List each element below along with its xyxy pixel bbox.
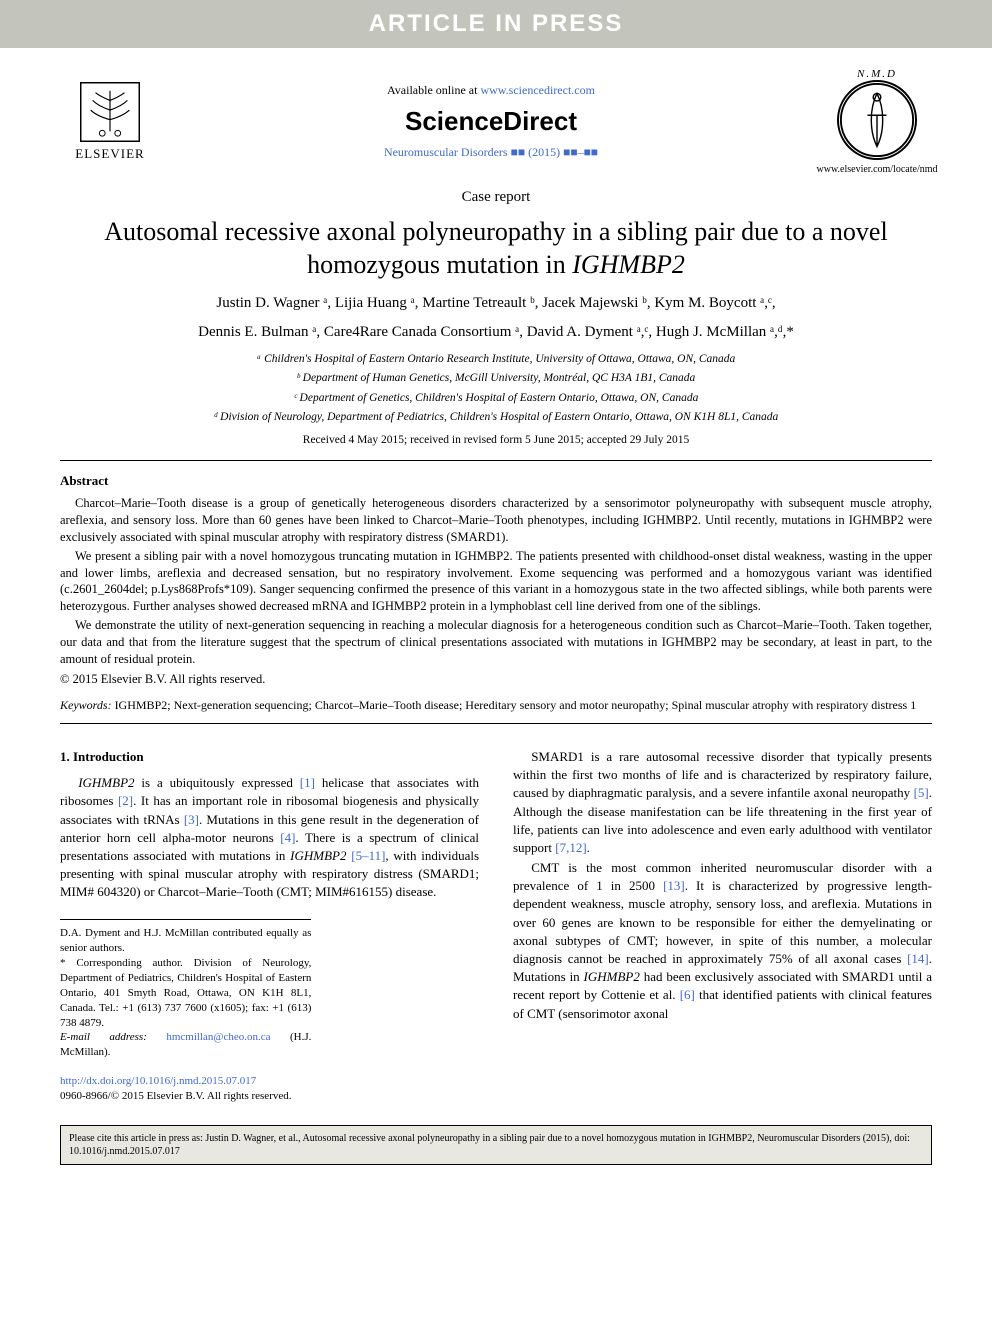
abstract-p3: We demonstrate the utility of next-gener… xyxy=(60,617,932,668)
abstract-body: Charcot–Marie–Tooth disease is a group o… xyxy=(60,495,932,668)
available-online: Available online at www.sciencedirect.co… xyxy=(160,83,822,98)
cite-5[interactable]: [5] xyxy=(914,785,929,800)
rule-bottom xyxy=(60,723,932,724)
elsevier-tree-icon xyxy=(80,82,140,142)
publisher-logo: ELSEVIER xyxy=(60,82,160,162)
sciencedirect-logo: ScienceDirect xyxy=(160,106,822,137)
cite-13[interactable]: [13] xyxy=(663,878,685,893)
cite-1[interactable]: [1] xyxy=(300,775,315,790)
article-title: Autosomal recessive axonal polyneuropath… xyxy=(90,216,902,281)
publisher-name: ELSEVIER xyxy=(75,146,144,162)
rule-top xyxy=(60,460,932,461)
affiliation-c: ᶜ Department of Genetics, Children's Hos… xyxy=(100,390,892,407)
intro-p1: IGHMBP2 is a ubiquitously expressed [1] … xyxy=(60,774,479,901)
email-link[interactable]: hmcmillan@cheo.on.ca xyxy=(166,1031,270,1043)
authors-line-2: Dennis E. Bulman ᵃ, Care4Rare Canada Con… xyxy=(80,322,912,343)
affiliation-a: ᵃ Children's Hospital of Eastern Ontario… xyxy=(100,351,892,368)
journal-initials: N.M.D xyxy=(857,68,897,80)
citation-box: Please cite this article in press as: Ju… xyxy=(60,1125,932,1165)
keywords: Keywords: IGHMBP2; Next-generation seque… xyxy=(60,697,932,713)
nmd-logo-icon xyxy=(837,80,917,160)
cite-7-12[interactable]: [7,12] xyxy=(555,840,586,855)
affiliation-b: ᵇ Department of Human Genetics, McGill U… xyxy=(100,370,892,387)
right-column: SMARD1 is a rare autosomal recessive dis… xyxy=(513,748,932,1105)
journal-locate-url[interactable]: www.elsevier.com/locate/nmd xyxy=(817,164,938,175)
cite-14[interactable]: [14] xyxy=(907,951,929,966)
cite-2[interactable]: [2] xyxy=(118,793,133,808)
article-dates: Received 4 May 2015; received in revised… xyxy=(60,434,932,446)
abstract-heading: Abstract xyxy=(60,473,932,489)
footer-links: http://dx.doi.org/10.1016/j.nmd.2015.07.… xyxy=(60,1074,479,1105)
article-type: Case report xyxy=(60,189,932,206)
contrib-note: D.A. Dyment and H.J. McMillan contribute… xyxy=(60,926,311,956)
journal-logo: N.M.D www.elsevier.com/locate/nmd xyxy=(822,68,932,175)
email-line: E-mail address: hmcmillan@cheo.on.ca (H.… xyxy=(60,1030,311,1060)
right-p2: CMT is the most common inherited neuromu… xyxy=(513,859,932,1023)
cite-6[interactable]: [6] xyxy=(680,987,695,1002)
body-columns: 1. Introduction IGHMBP2 is a ubiquitousl… xyxy=(60,748,932,1105)
page-content: ELSEVIER Available online at www.science… xyxy=(0,68,992,1105)
cite-3[interactable]: [3] xyxy=(184,812,199,827)
footnotes: D.A. Dyment and H.J. McMillan contribute… xyxy=(60,919,311,1060)
sciencedirect-url[interactable]: www.sciencedirect.com xyxy=(480,83,595,97)
copyright: © 2015 Elsevier B.V. All rights reserved… xyxy=(60,672,932,687)
abstract-p1: Charcot–Marie–Tooth disease is a group o… xyxy=(60,495,932,546)
issn-copyright: 0960-8966/© 2015 Elsevier B.V. All right… xyxy=(60,1089,479,1104)
cite-4[interactable]: [4] xyxy=(280,830,295,845)
header-row: ELSEVIER Available online at www.science… xyxy=(60,68,932,175)
cite-5-11[interactable]: [5–11] xyxy=(351,848,385,863)
authors-line-1: Justin D. Wagner ᵃ, Lijia Huang ᵃ, Marti… xyxy=(80,293,912,314)
corresponding-author: * Corresponding author. Division of Neur… xyxy=(60,956,311,1030)
abstract-p2: We present a sibling pair with a novel h… xyxy=(60,548,932,616)
right-p1: SMARD1 is a rare autosomal recessive dis… xyxy=(513,748,932,857)
journal-reference[interactable]: Neuromuscular Disorders ■■ (2015) ■■–■■ xyxy=(160,145,822,160)
affiliation-d: ᵈ Division of Neurology, Department of P… xyxy=(100,409,892,426)
left-column: 1. Introduction IGHMBP2 is a ubiquitousl… xyxy=(60,748,479,1105)
header-center: Available online at www.sciencedirect.co… xyxy=(160,83,822,160)
article-in-press-banner: ARTICLE IN PRESS xyxy=(0,0,992,48)
doi-link[interactable]: http://dx.doi.org/10.1016/j.nmd.2015.07.… xyxy=(60,1074,479,1089)
intro-heading: 1. Introduction xyxy=(60,748,479,766)
